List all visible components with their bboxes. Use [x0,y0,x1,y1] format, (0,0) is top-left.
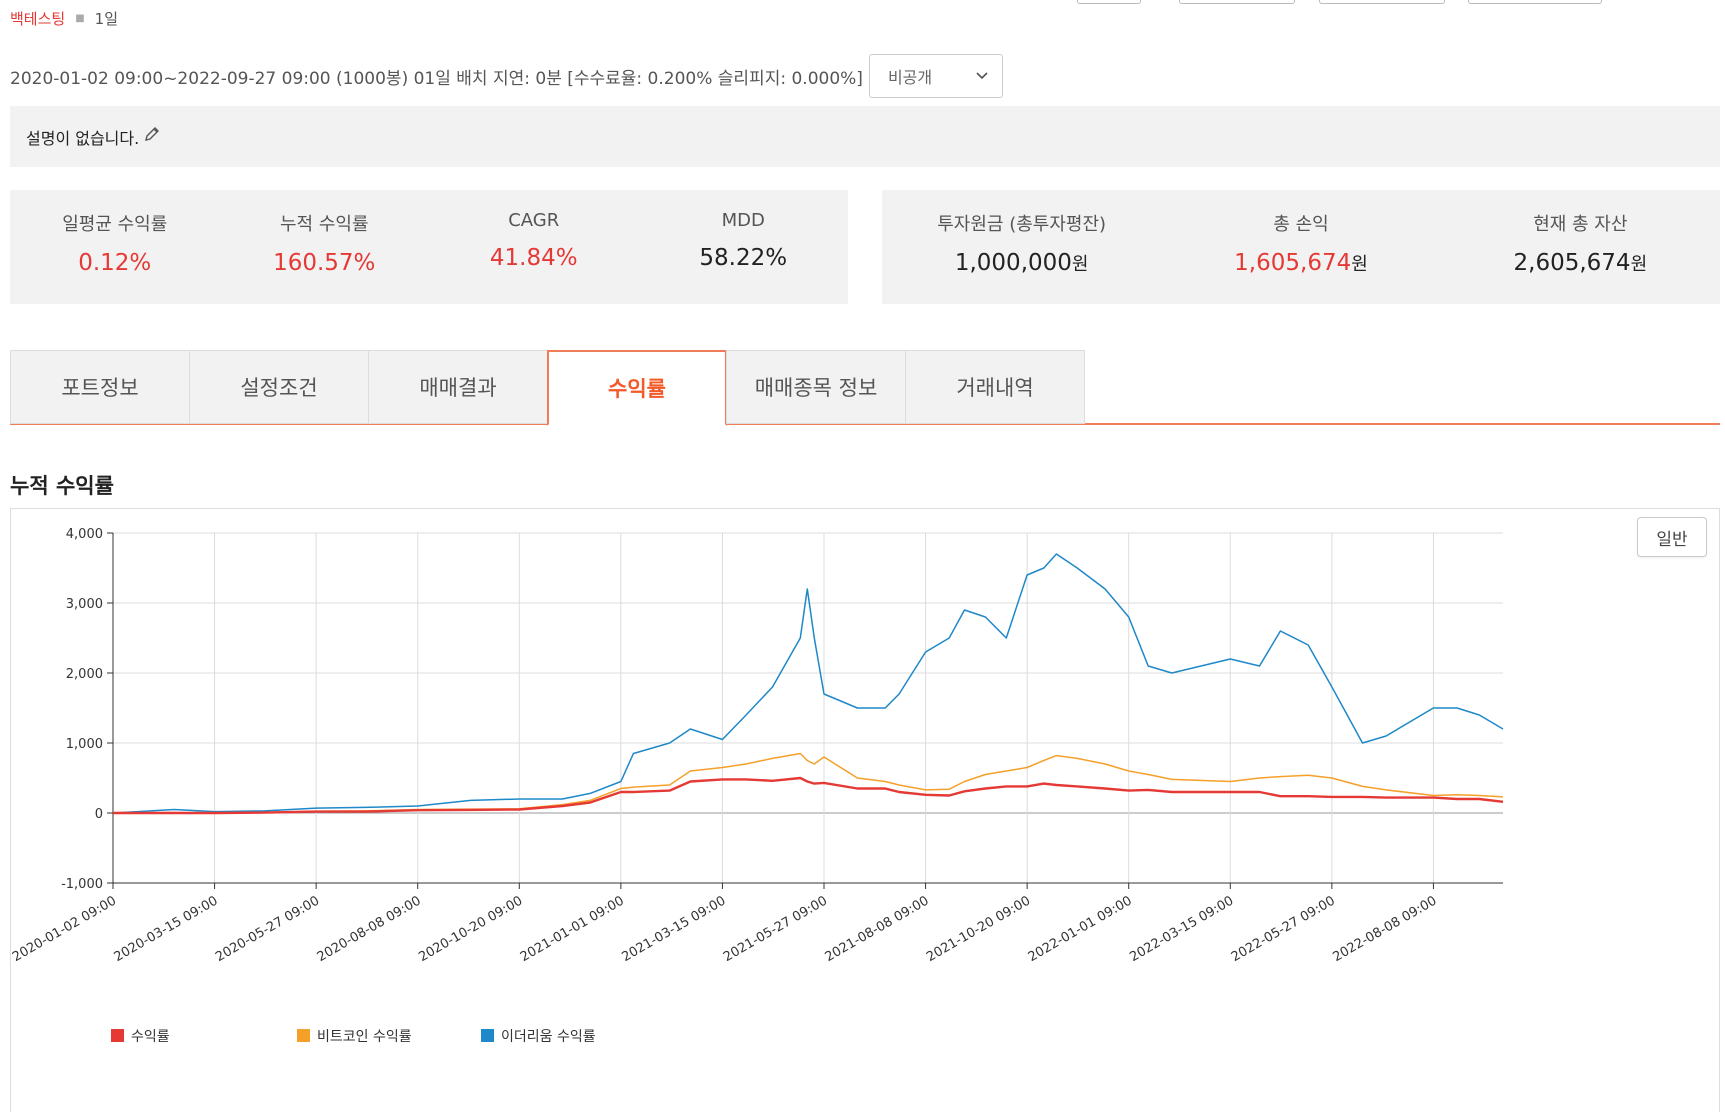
stat-perf-3: MDD 58.22% [639,190,849,304]
tab-5[interactable]: 거래내역 [905,350,1085,424]
legend-label-0: 수익률 [131,1029,170,1045]
stat-label: 투자원금 (총투자평잔) [937,214,1107,235]
breadcrumb: 백테스팅 ■ 1일 [10,8,118,29]
breadcrumb-separator: ■ [75,13,85,24]
stat-perf-1: 누적 수익률 160.57% [220,190,430,304]
y-tick-label: 2,000 [66,667,103,682]
stat-asset-2: 현재 총 자산 2,605,674원 [1441,190,1720,304]
x-tick-label: 2021-03-15 09:00 [619,893,728,965]
legend-label-2: 이더리움 수익률 [501,1029,596,1045]
stat-label: CAGR [508,210,560,231]
x-tick-label: 2020-01-02 09:00 [11,893,119,965]
x-tick-label: 2020-05-27 09:00 [213,893,322,965]
stat-asset-1: 총 손익 1,605,674원 [1161,190,1440,304]
tab-1[interactable]: 설정조건 [189,350,369,424]
legend-swatch-0 [111,1029,124,1042]
stat-value: 58.22% [699,245,788,271]
backtest-summary: 2020-01-02 09:00~2022-09-27 09:00 (1000봉… [10,68,863,89]
stat-value: 0.12% [78,250,152,276]
chart-mode-button[interactable]: 일반 [1637,517,1707,557]
stat-asset-0: 투자원금 (총투자평잔) 1,000,000원 [882,190,1161,304]
performance-stats-panel: 일평균 수익률 0.12% 누적 수익률 160.57% CAGR 41.84% MDD 58… [10,190,848,304]
x-tick-label: 2021-10-20 09:00 [924,893,1033,965]
x-tick-label: 2021-05-27 09:00 [721,893,830,965]
stat-label: MDD [721,210,765,231]
pencil-edit-icon[interactable] [143,125,161,148]
stat-value: 1,000,000원 [954,250,1089,276]
x-tick-label: 2020-08-08 09:00 [315,893,424,965]
description-box: 설명이 없습니다. [10,106,1720,167]
x-tick-label: 2022-08-08 09:00 [1330,893,1439,965]
visibility-select[interactable]: 비공개 [868,54,1003,98]
breadcrumb-backtesting[interactable]: 백테스팅 [10,10,66,28]
x-tick-label: 2022-01-01 09:00 [1026,893,1135,965]
tab-4[interactable]: 매매종목 정보 [726,350,906,424]
stat-value: 2,605,674원 [1513,250,1648,276]
asset-stats-panel: 투자원금 (총투자평잔) 1,000,000원 총 손익 1,605,674원 현재 총… [882,190,1720,304]
stat-unit: 원 [1630,254,1648,275]
stat-label: 일평균 수익률 [62,214,168,235]
result-tabs: 포트정보 설정조건 매매결과 수익률 매매종목 정보 거래내역 [10,350,1720,426]
series-line-1 [112,752,1504,814]
cumulative-return-chart: 일반 -1,000 0 1,000 2,000 3,000 4,000 2020-01-02… [10,508,1720,1112]
tab-0[interactable]: 포트정보 [10,350,190,424]
backtest-meta-row: 2020-01-02 09:00~2022-09-27 09:00 (1000봉… [10,54,1003,98]
stat-value: 160.57% [273,250,376,276]
stat-value: 41.84% [489,245,578,271]
legend-swatch-2 [481,1029,494,1042]
stat-perf-0: 일평균 수익률 0.12% [10,190,220,304]
visibility-value: 비공개 [887,68,933,87]
section-title: 누적 수익률 [10,474,114,498]
y-tick-label: 1,000 [66,737,103,752]
chart-svg: -1,000 0 1,000 2,000 3,000 4,000 2020-01-02 09… [10,527,1504,1045]
tab-2[interactable]: 매매결과 [368,350,548,424]
stat-label: 총 손익 [1273,214,1329,235]
description-text: 설명이 없습니다. [26,128,140,148]
stat-label: 누적 수익률 [279,214,369,235]
stat-unit: 원 [1351,254,1368,275]
breadcrumb-period: 1일 [94,10,118,28]
series-line-2 [112,553,1504,814]
chevron-down-icon [976,69,988,83]
x-tick-label: 2020-10-20 09:00 [416,893,525,965]
series-line-0 [113,776,1504,815]
stat-perf-2: CAGR 41.84% [429,190,639,304]
y-tick-label: 4,000 [66,527,103,542]
x-tick-label: 2022-03-15 09:00 [1127,893,1236,965]
tab-3[interactable]: 수익률 [547,350,727,426]
x-tick-label: 2021-01-01 09:00 [518,893,627,965]
stat-value: 1,605,674원 [1234,250,1368,276]
y-tick-label: 0 [95,807,103,822]
stat-unit: 원 [1071,254,1089,275]
y-tick-label: 3,000 [66,597,103,612]
legend-label-1: 비트코인 수익률 [317,1029,412,1045]
x-tick-label: 2021-08-08 09:00 [823,893,932,965]
y-tick-label: -1,000 [61,877,103,892]
legend-swatch-1 [297,1029,310,1042]
stat-label: 현재 총 자산 [1533,214,1628,235]
x-tick-label: 2020-03-15 09:00 [112,893,221,965]
x-tick-label: 2022-05-27 09:00 [1229,893,1338,965]
